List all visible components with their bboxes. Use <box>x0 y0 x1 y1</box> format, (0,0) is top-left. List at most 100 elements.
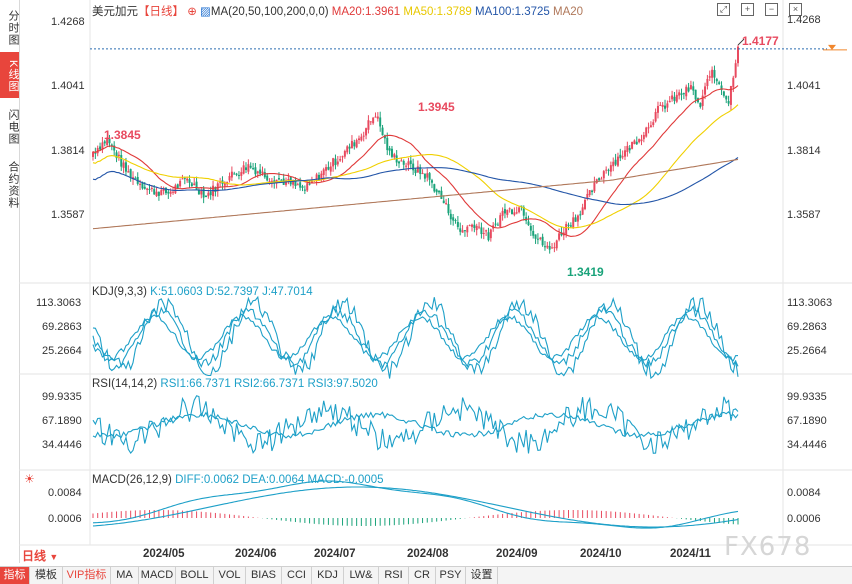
candle-body <box>567 224 570 226</box>
candle-body <box>513 212 516 215</box>
candle-body <box>346 146 349 153</box>
candle-body <box>127 171 130 173</box>
tab-cr[interactable]: CR <box>409 567 436 584</box>
tab-cci[interactable]: CCI <box>282 567 312 584</box>
macd-value: MACD:-0.0005 <box>307 474 384 486</box>
tab-psy[interactable]: PSY <box>436 567 466 584</box>
candle-body <box>139 183 142 185</box>
tab-kline[interactable]: K线图 <box>0 52 19 98</box>
candle-body <box>447 203 450 214</box>
tab-flash[interactable]: 闪电图 <box>7 108 19 145</box>
candle-body <box>494 223 497 225</box>
candle-body <box>242 165 245 174</box>
candle-body <box>461 230 464 233</box>
x-axis-label: 2024/09 <box>496 548 538 560</box>
tab-kdj[interactable]: KDJ <box>312 567 344 584</box>
tab-indicator[interactable]: 指标 <box>0 567 30 584</box>
candle-body <box>616 156 619 166</box>
tab-rsi[interactable]: RSI <box>379 567 409 584</box>
candle-body <box>188 179 191 183</box>
zoom-out-icon[interactable]: − <box>765 3 778 16</box>
close-icon[interactable]: × <box>789 3 802 16</box>
zoom-in-icon[interactable]: + <box>741 3 754 16</box>
candle-body <box>555 240 558 249</box>
candle-body <box>478 226 481 228</box>
candle-body <box>329 166 332 172</box>
candle-body <box>649 125 652 128</box>
kdj-j-line <box>92 295 739 380</box>
candle-body <box>169 191 172 194</box>
rsi-legend: RSI(14,14,2) RSI1:66.7371 RSI2:66.7371 R… <box>92 378 378 390</box>
candle-body <box>522 207 525 216</box>
candle-body <box>129 169 132 178</box>
tab-timeshare[interactable]: 分时图 <box>7 9 19 46</box>
period-button[interactable]: 日线 ▼ <box>22 549 59 563</box>
candle-body <box>124 162 127 172</box>
candle-body <box>419 167 422 174</box>
candle-body <box>160 190 163 196</box>
tab-template[interactable]: 模板 <box>30 567 63 584</box>
candle-body <box>320 173 323 178</box>
x-axis-label: 2024/05 <box>143 548 185 560</box>
candle-body <box>376 116 379 119</box>
candle-body <box>426 173 429 178</box>
candle-body <box>671 95 674 100</box>
candle-body <box>470 224 473 227</box>
candle-body <box>640 139 643 142</box>
candle-body <box>103 141 106 144</box>
candle-body <box>737 46 739 64</box>
candle-body <box>539 237 542 239</box>
tab-settings[interactable]: 设置 <box>466 567 498 584</box>
candle-body <box>150 188 153 190</box>
period-label: 【日线】 <box>138 6 184 18</box>
candle-body <box>353 142 356 147</box>
tab-ma[interactable]: MA <box>111 567 139 584</box>
candle-body <box>682 93 685 95</box>
candle-body <box>633 140 636 145</box>
candle-body <box>416 166 419 173</box>
rsi-tick: 67.1890 <box>787 415 827 427</box>
crosshair-icon[interactable]: ⊕ <box>187 6 197 18</box>
tab-vol[interactable]: VOL <box>214 567 246 584</box>
expand-icon[interactable]: ⤢ <box>717 3 730 16</box>
candle-body <box>696 98 699 103</box>
candle-body <box>233 173 236 175</box>
candle-body <box>343 150 346 157</box>
tab-bias[interactable]: BIAS <box>246 567 282 584</box>
candle-body <box>548 246 551 250</box>
candle-body <box>459 228 462 232</box>
candle-body <box>186 178 189 181</box>
sun-icon[interactable]: ☀ <box>24 472 35 486</box>
kdj-tick: 25.2664 <box>42 345 82 357</box>
candle-body <box>666 103 669 108</box>
tab-vip-indicator[interactable]: VIP指标 <box>63 567 111 584</box>
candle-body <box>466 226 469 233</box>
candle-body <box>106 137 109 146</box>
macd-diff-line <box>92 480 739 529</box>
tab-boll[interactable]: BOLL <box>176 567 214 584</box>
tab-lw[interactable]: LW& <box>344 567 379 584</box>
candle-body <box>252 168 255 170</box>
kdj-legend: KDJ(9,3,3) K:51.0603 D:52.7397 J:47.7014 <box>92 286 313 298</box>
tab-macd[interactable]: MACD <box>139 567 176 584</box>
candle-body <box>659 104 662 106</box>
candle-body <box>287 179 290 181</box>
candle-body <box>285 180 288 185</box>
candle-body <box>383 135 386 139</box>
low-annotation: 1.3419 <box>567 265 604 279</box>
candle-body <box>654 111 657 122</box>
candle-body <box>661 104 664 107</box>
candle-body <box>614 159 617 165</box>
ma-settings-icon[interactable]: ▨ <box>200 6 211 18</box>
chart-canvas[interactable] <box>19 0 852 566</box>
rsi-tick: 34.4446 <box>787 439 827 451</box>
rsi-tick: 99.9335 <box>42 391 82 403</box>
high-annotation: 1.3845 <box>104 128 141 142</box>
candle-body <box>708 76 711 78</box>
candle-body <box>553 247 556 249</box>
x-axis-label: 2024/08 <box>407 548 449 560</box>
tab-contract-info[interactable]: 合约资料 <box>7 160 19 209</box>
candle-body <box>715 79 718 82</box>
candle-body <box>386 137 389 151</box>
candle-body <box>306 183 309 191</box>
